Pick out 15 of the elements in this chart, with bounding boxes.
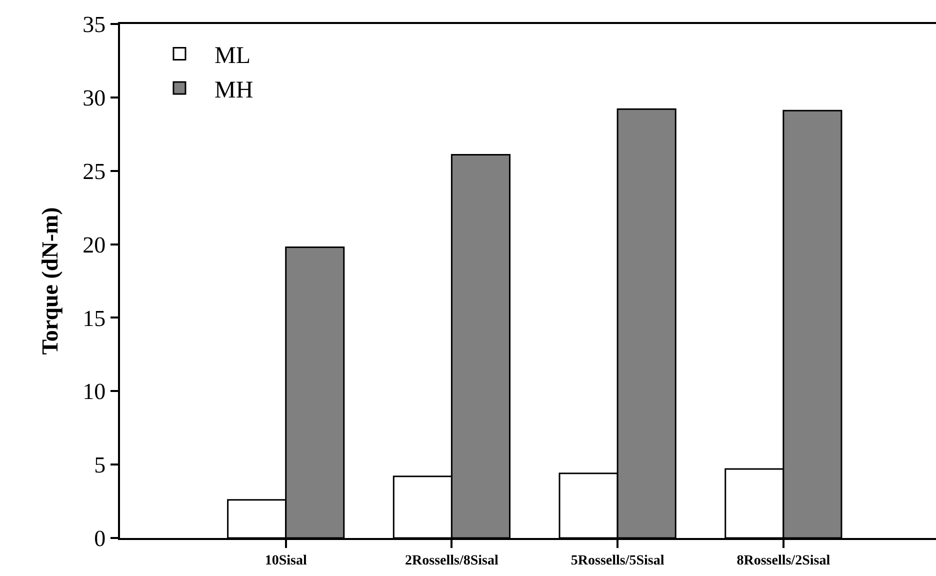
y-axis-title: Torque (dN-m) [38,207,63,355]
x-tick-label: 5Rossells/5Sisal [570,554,664,569]
y-tick-label: 20 [82,232,106,258]
y-tick-label: 15 [82,306,106,331]
x-tick-label: 2Rossells/8Sisal [405,554,498,569]
y-tick-label: 35 [82,12,106,38]
x-tick-label: 8Rossells/2Sisal [736,554,830,569]
y-tick-label: 5 [94,452,106,478]
legend-label: ML [214,43,250,70]
x-tick-label: 10Sisal [264,554,307,569]
y-tick-label: 25 [82,158,106,184]
y-tick-label: 0 [94,526,106,552]
y-tick-label: 10 [82,379,106,404]
legend-label: MH [214,77,254,104]
y-tick-label: 30 [82,85,106,110]
